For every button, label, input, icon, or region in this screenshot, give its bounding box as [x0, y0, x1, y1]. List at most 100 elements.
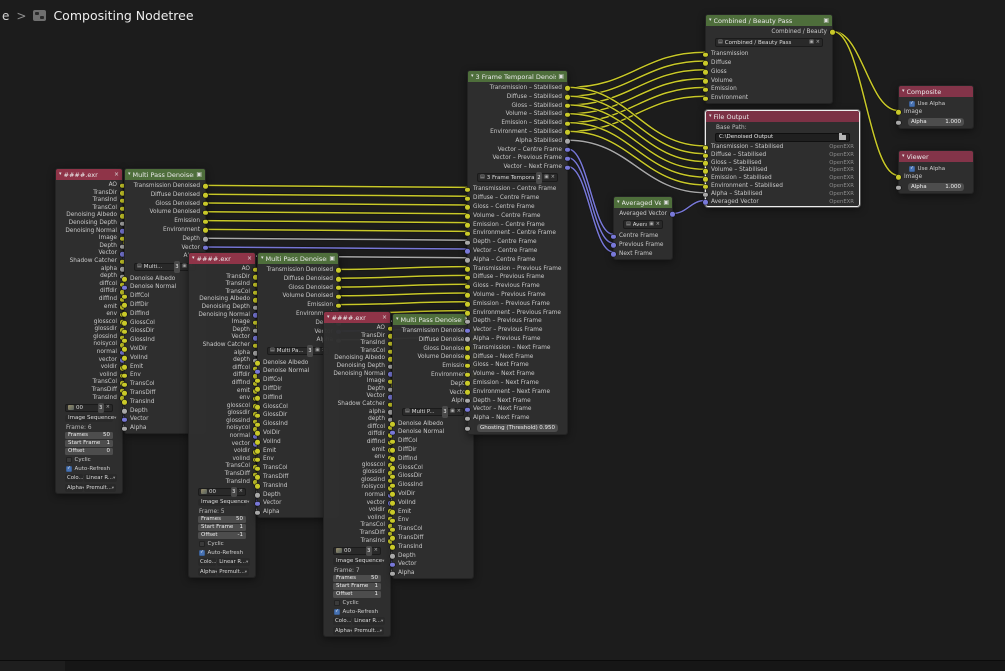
- node-m3[interactable]: ▾Multi Pass Denoiser▣Transmission Denois…: [390, 313, 476, 580]
- socket-diffcol[interactable]: [255, 378, 260, 383]
- socket-alpha[interactable]: [122, 426, 127, 431]
- socket-alpha[interactable]: [255, 510, 260, 515]
- socket-volume-centre-frame[interactable]: [465, 214, 470, 219]
- socket-vector-next-frame[interactable]: [465, 407, 470, 413]
- socket-alpha[interactable]: [388, 410, 393, 415]
- socket-diffuse-denoised[interactable]: [203, 192, 208, 198]
- socket-transind[interactable]: [388, 341, 393, 347]
- socket-volind[interactable]: [120, 373, 125, 378]
- socket-transcol[interactable]: [255, 466, 260, 471]
- socket-diffind[interactable]: [253, 381, 258, 386]
- socket-diffuse-denoised[interactable]: [336, 276, 341, 282]
- socket-diffuse-previous-frame[interactable]: [465, 275, 470, 281]
- socket-image[interactable]: [120, 236, 125, 242]
- socket-alpha[interactable]: [253, 351, 258, 356]
- browse-icon[interactable]: ▤: [480, 174, 485, 181]
- socket-transcol[interactable]: [253, 290, 258, 295]
- socket-volume-denoised[interactable]: [203, 210, 208, 216]
- socket-environment-stabilised[interactable]: [703, 184, 708, 190]
- socket-vector-previous-frame[interactable]: [465, 328, 470, 333]
- number-field[interactable]: Offset 1: [333, 591, 381, 598]
- socket-emit[interactable]: [253, 389, 258, 394]
- socket-vector[interactable]: [203, 245, 208, 251]
- socket-depth[interactable]: [390, 553, 395, 559]
- socket-noisycol[interactable]: [388, 486, 393, 491]
- fake-user-icon[interactable]: ▣: [182, 263, 187, 270]
- node-header[interactable]: ▾ File Output: [706, 111, 859, 122]
- number-field[interactable]: Frames 50: [198, 516, 246, 523]
- socket-depth[interactable]: [120, 274, 125, 280]
- number-field[interactable]: Frames 50: [333, 575, 381, 582]
- socket-volind[interactable]: [390, 500, 395, 506]
- socket-env[interactable]: [255, 457, 260, 463]
- socket-env[interactable]: [120, 312, 125, 318]
- socket-denoise-albedo[interactable]: [122, 276, 127, 282]
- socket-transdir[interactable]: [388, 334, 393, 339]
- socket-transind[interactable]: [120, 396, 125, 401]
- socket-transind[interactable]: [255, 483, 260, 489]
- socket-ao[interactable]: [120, 183, 125, 189]
- socket-emission-stabilised[interactable]: [565, 121, 570, 126]
- socket-denoising-depth[interactable]: [120, 221, 125, 227]
- checkbox-box[interactable]: [66, 457, 72, 464]
- socket-glossind[interactable]: [255, 422, 260, 427]
- dropdown[interactable]: Premult... ▾: [352, 627, 385, 635]
- socket-glosscol[interactable]: [120, 320, 125, 325]
- socket-diffdir[interactable]: [122, 303, 127, 308]
- collapse-chevron-icon[interactable]: ▾: [709, 17, 712, 23]
- checkbox-box[interactable]: ✓: [909, 101, 915, 107]
- socket-normal[interactable]: [388, 493, 393, 499]
- socket-environment-centre-frame[interactable]: [465, 231, 470, 237]
- browse-icon[interactable]: ▤: [405, 408, 410, 415]
- socket-vector[interactable]: [255, 501, 260, 507]
- socket-shadow-catcher[interactable]: [120, 259, 125, 264]
- socket-denoising-depth[interactable]: [253, 305, 258, 311]
- unlink-icon[interactable]: ×: [815, 39, 820, 46]
- socket-vector[interactable]: [253, 335, 258, 341]
- collapse-chevron-icon[interactable]: ▾: [709, 113, 712, 119]
- socket-voldir[interactable]: [253, 449, 258, 455]
- socket-vector[interactable]: [122, 417, 127, 423]
- socket-transcol[interactable]: [388, 523, 393, 529]
- socket-diffind[interactable]: [122, 312, 127, 317]
- dropdown[interactable]: Premult... ▾: [217, 568, 250, 576]
- socket-diffind[interactable]: [388, 440, 393, 445]
- collapse-chevron-icon[interactable]: ▾: [59, 171, 62, 177]
- socket-transdir[interactable]: [120, 191, 125, 196]
- socket-glossind[interactable]: [390, 483, 395, 488]
- socket-alpha-next-frame[interactable]: [465, 416, 470, 421]
- fake-user-icon[interactable]: ▣: [809, 39, 814, 46]
- socket-diffcol[interactable]: [388, 425, 393, 430]
- socket-environment[interactable]: [203, 228, 208, 233]
- socket-environment[interactable]: [703, 96, 708, 101]
- socket-depth[interactable]: [388, 417, 393, 423]
- node-header[interactable]: ▾Averaged Vector▣: [614, 197, 672, 208]
- socket-volind[interactable]: [122, 355, 127, 361]
- socket-depth-next-frame[interactable]: [465, 398, 470, 404]
- nodegroup-selector[interactable]: ▤Multi Pa...3▣×: [267, 344, 329, 357]
- dropdown[interactable]: Alpha ▾: [333, 627, 352, 635]
- unlink-icon[interactable]: ×: [105, 404, 110, 411]
- socket-diffcol[interactable]: [253, 366, 258, 371]
- dropdown[interactable]: Linear R... ▾: [84, 474, 118, 482]
- socket-transdiff[interactable]: [120, 388, 125, 394]
- socket-transmission-previous-frame[interactable]: [465, 266, 470, 272]
- socket-image[interactable]: [253, 320, 258, 326]
- socket-alpha[interactable]: [896, 120, 901, 126]
- socket-denoise-normal[interactable]: [122, 285, 127, 291]
- socket-diffcol[interactable]: [390, 439, 395, 444]
- checkbox[interactable]: ✓ Auto-Refresh: [199, 549, 245, 557]
- image-datablock-selector[interactable]: 00 3 ×: [198, 486, 246, 497]
- socket-averaged-vector[interactable]: [670, 212, 675, 217]
- socket-denoising-depth[interactable]: [388, 364, 393, 370]
- number-field[interactable]: Frames 50: [65, 432, 113, 439]
- browse-icon[interactable]: ▤: [270, 347, 275, 354]
- node-e3[interactable]: ▾ ####.exr × AO TransDir TransInd TransCol Deno…: [323, 311, 393, 638]
- node-header[interactable]: ▾ ####.exr ×: [189, 253, 255, 264]
- socket-transmission-stabilised[interactable]: [703, 145, 708, 151]
- dropdown[interactable]: Premult... ▾: [84, 484, 117, 492]
- node-header[interactable]: ▾ ####.exr ×: [56, 169, 122, 180]
- socket-transdiff[interactable]: [255, 475, 260, 480]
- socket-diffdir[interactable]: [253, 373, 258, 379]
- dropdown[interactable]: Image Sequence ▾: [65, 414, 116, 423]
